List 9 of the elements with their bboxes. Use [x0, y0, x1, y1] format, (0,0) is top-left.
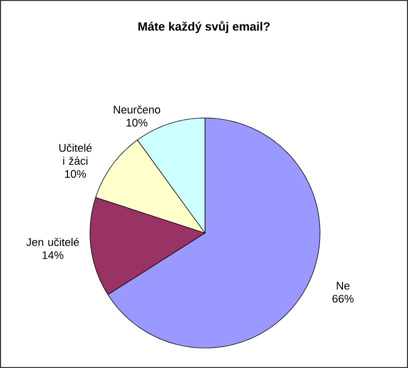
data-label: 66% — [332, 294, 354, 303]
slice-label: Jen učitelé — [26, 238, 79, 246]
slice-label: Ne — [336, 282, 350, 290]
slice-label: Učitelé i žáci — [59, 144, 92, 165]
slice-label: Neurčeno — [114, 105, 160, 114]
data-label: 14% — [42, 251, 64, 259]
data-label: 10% — [126, 118, 148, 127]
data-label: 10% — [65, 170, 86, 178]
chart-title: Máte každý svůj email? — [138, 20, 270, 34]
